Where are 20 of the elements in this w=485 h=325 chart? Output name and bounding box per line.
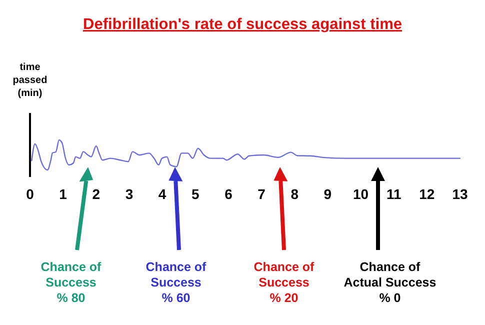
text: Chance of Actual Success % 0 [344,260,436,305]
x-tick-label: 6 [224,186,233,202]
x-tick-label: 3 [125,186,134,202]
x-tick-label: 5 [191,186,200,202]
x-tick-label: 9 [324,186,332,202]
text: Chance of Success % 60 [146,260,208,305]
text: Chance of Success % 20 [254,260,316,305]
x-tick-label: 13 [452,186,468,202]
ref-line-label: time passed (min) [12,62,48,99]
x-tick-label: 10 [352,186,369,202]
x-tick-label: 0 [26,186,34,202]
x-tick-label: 11 [386,186,402,202]
x-tick-label: 7 [258,186,266,202]
x-tick-label: 8 [290,186,299,202]
x-tick-label: 4 [158,186,166,202]
x-tick-label: 1 [59,186,68,202]
x-tick-label: 2 [92,186,100,202]
x-tick-label: 12 [419,186,435,202]
chart-title: Defibrillation's rate of success against time [83,16,402,33]
text: Chance of Success % 80 [40,260,102,305]
